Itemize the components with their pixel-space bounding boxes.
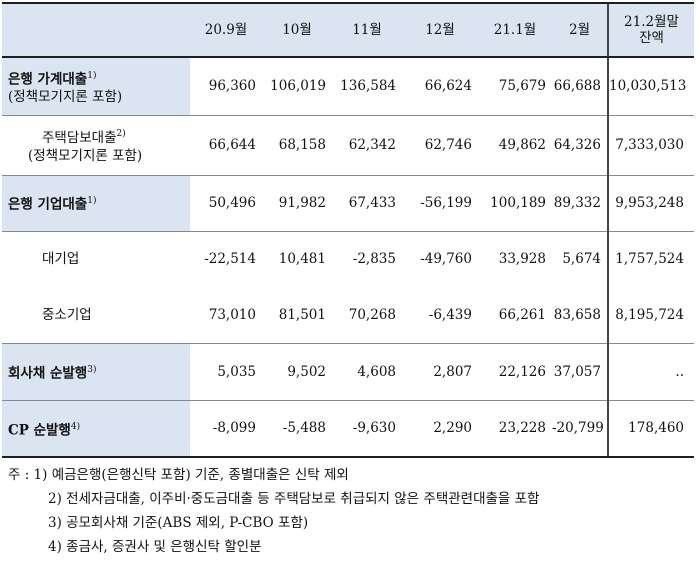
cell: 33,928 bbox=[478, 230, 552, 287]
cell: 136,584 bbox=[340, 78, 396, 95]
header-row: 20.9월 10월 11월 12월 21.1월 2월 21.2월말 잔액 bbox=[2, 2, 694, 58]
cell: 5,035 bbox=[190, 342, 262, 400]
header-sep: 20.9월 bbox=[190, 2, 262, 58]
cell: 62,746 bbox=[402, 114, 478, 175]
row-label: 회사채 순발행 bbox=[8, 365, 88, 382]
row-label: 대기업 bbox=[2, 230, 190, 287]
footnote-mark: 3) bbox=[87, 364, 97, 375]
cell: 91,982 bbox=[262, 174, 332, 231]
footnote-2: 2) 전세자금대출, 이주비·중도금대출 등 주택담보로 취급되지 않은 주택관… bbox=[48, 491, 540, 507]
cell: 66,261 bbox=[498, 306, 546, 323]
row-label: 은행 가계대출 bbox=[8, 71, 88, 87]
cell: 66,624 bbox=[424, 78, 472, 95]
cell: 75,679 bbox=[498, 78, 546, 95]
row-corporate-loans: 은행 기업대출1) 50,496 91,982 67,433 -56,199 1… bbox=[2, 174, 694, 231]
cell: 106,019 bbox=[270, 78, 326, 95]
footnotes: 주 : 1) 예금은행(은행신탁 포함) 기준, 종별대출은 신탁 제외 2) … bbox=[8, 463, 539, 559]
cell: 37,057 bbox=[552, 342, 608, 400]
cell: -22,514 bbox=[190, 230, 262, 287]
cell: -20,799 bbox=[552, 399, 608, 458]
cell: 10,030,513 bbox=[607, 57, 694, 115]
cell: 7,333,030 bbox=[607, 114, 694, 175]
cell: 9,502 bbox=[262, 342, 332, 400]
row-label: CP 순발행 bbox=[8, 422, 71, 438]
cell: 67,433 bbox=[332, 174, 402, 231]
cell: -8,099 bbox=[190, 399, 262, 458]
cell: 70,268 bbox=[348, 306, 396, 323]
footnote-mark: 1) bbox=[87, 70, 97, 81]
cell: 68,158 bbox=[262, 114, 332, 175]
cell: -5,488 bbox=[262, 399, 332, 458]
cell: 178,460 bbox=[607, 399, 694, 458]
footnote-mark: 2) bbox=[116, 129, 126, 140]
cell: 89,332 bbox=[552, 174, 608, 231]
header-oct: 10월 bbox=[262, 2, 332, 58]
cell: 22,126 bbox=[478, 342, 552, 400]
cell: -56,199 bbox=[402, 174, 478, 231]
cell: 8,195,724 bbox=[607, 287, 694, 343]
cell: -49,760 bbox=[402, 230, 478, 287]
row-large-firms: 대기업 -22,514 10,481 -2,835 -49,760 33,928… bbox=[2, 230, 694, 287]
cell: 10,481 bbox=[262, 230, 332, 287]
row-sublabel: (정책모기지론 포함) bbox=[8, 89, 123, 105]
cell: 4,608 bbox=[332, 342, 402, 400]
footnote-1: 주 : 1) 예금은행(은행신탁 포함) 기준, 종별대출은 신탁 제외 bbox=[8, 467, 349, 483]
cell: .. bbox=[607, 342, 694, 400]
cell: 50,496 bbox=[190, 174, 262, 231]
row-label: 중소기업 bbox=[42, 306, 92, 323]
cell: 96,360 bbox=[208, 78, 256, 95]
cell: 62,342 bbox=[332, 114, 402, 175]
cell: 1,757,524 bbox=[607, 230, 694, 287]
row-cp: CP 순발행4) -8,099 -5,488 -9,630 2,290 23,2… bbox=[2, 399, 694, 458]
cell: 81,501 bbox=[278, 306, 326, 323]
cell: -6,439 bbox=[428, 306, 472, 323]
footnote-mark: 1) bbox=[87, 196, 97, 207]
cell: 66,644 bbox=[190, 114, 262, 175]
footnote-4: 4) 종금사, 증권사 및 은행신탁 할인분 bbox=[48, 539, 262, 555]
cell: 83,658 bbox=[553, 306, 601, 323]
cell: 2,290 bbox=[402, 399, 478, 458]
cell: 9,953,248 bbox=[607, 174, 694, 231]
cell: 66,688 bbox=[553, 78, 601, 95]
cell: 23,228 bbox=[478, 399, 552, 458]
header-jan: 21.1월 bbox=[478, 2, 552, 58]
row-mortgage-loans: 주택담보대출2) (정책모기지론 포함) 66,644 68,158 62,34… bbox=[2, 114, 694, 175]
header-blank bbox=[2, 2, 190, 58]
footnote-mark: 4) bbox=[70, 421, 81, 432]
row-household-loans: 은행 가계대출1) (정책모기지론 포함) 96,360 106,019 136… bbox=[2, 57, 694, 115]
header-dec: 12월 bbox=[402, 2, 478, 58]
row-sublabel: (정책모기지론 포함) bbox=[28, 147, 143, 164]
header-balance: 21.2월말 잔액 bbox=[607, 2, 694, 58]
cell: 73,010 bbox=[208, 306, 256, 323]
header-nov: 11월 bbox=[332, 2, 402, 58]
cell: -2,835 bbox=[332, 230, 402, 287]
footnote-3: 3) 공모회사채 기준(ABS 제외, P-CBO 포함) bbox=[48, 515, 309, 531]
cell: 64,326 bbox=[552, 114, 608, 175]
row-label: 은행 기업대출 bbox=[8, 196, 88, 213]
cell: 49,862 bbox=[478, 114, 552, 175]
row-sme: 중소기업 73,010 81,501 70,268 -6,439 66,261 … bbox=[2, 287, 694, 343]
cell: 5,674 bbox=[552, 230, 608, 287]
cell: 100,189 bbox=[478, 174, 552, 231]
header-feb: 2월 bbox=[552, 2, 608, 58]
row-corporate-bonds: 회사채 순발행3) 5,035 9,502 4,608 2,807 22,126… bbox=[2, 342, 694, 400]
row-label: 주택담보대출 bbox=[42, 129, 117, 146]
cell: -9,630 bbox=[332, 399, 402, 458]
cell: 2,807 bbox=[402, 342, 478, 400]
loan-table: 20.9월 10월 11월 12월 21.1월 2월 21.2월말 잔액 은행 … bbox=[2, 2, 694, 458]
